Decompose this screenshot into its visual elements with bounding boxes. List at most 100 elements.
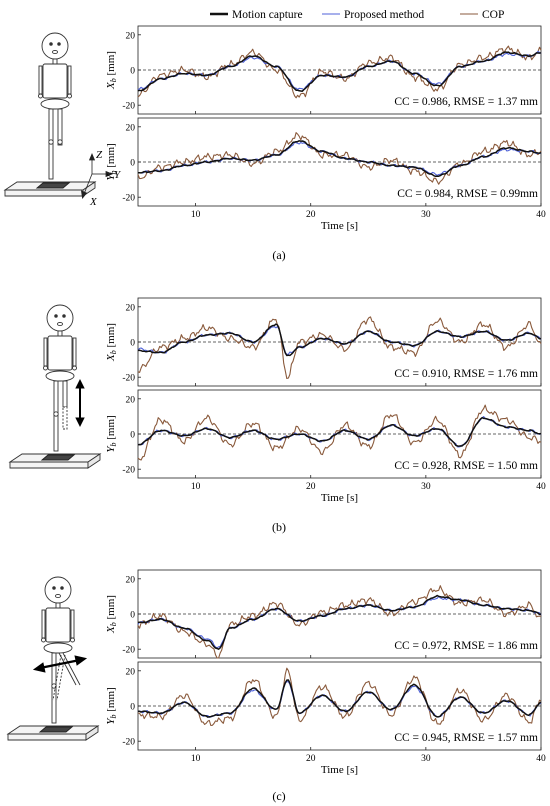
chart-c-yb: -20 0 20 10 20 30 40 Time [s] Yb [mm] CC = 0.945,… bbox=[105, 661, 546, 776]
y-tick-label: 0 bbox=[130, 611, 135, 621]
eye-icon bbox=[60, 586, 64, 590]
y-tick-label: -20 bbox=[122, 646, 135, 656]
y-axis-unit: [mm] bbox=[105, 51, 117, 78]
free-leg bbox=[58, 652, 77, 686]
axis-letter-y: Y bbox=[114, 169, 122, 181]
x-tick-label: 10 bbox=[191, 754, 201, 764]
y-tick-label: -20 bbox=[122, 738, 135, 748]
x-axis-icon bbox=[83, 173, 93, 195]
left-arm bbox=[38, 65, 43, 95]
hand-icon bbox=[38, 93, 43, 99]
hand-icon bbox=[67, 93, 72, 99]
x-tick-label: 20 bbox=[306, 210, 316, 220]
x-axis-label: Time [s] bbox=[321, 220, 358, 232]
arrow-head-icon bbox=[32, 662, 46, 673]
stick-figure-0 bbox=[3, 32, 97, 197]
base-plate-front bbox=[7, 733, 87, 741]
base-plate-side bbox=[85, 725, 99, 741]
free-leg-shadow bbox=[52, 654, 62, 701]
panel-labels: (a) (b) (c) bbox=[272, 248, 286, 803]
free-leg bbox=[62, 380, 68, 408]
x-tick-label: 10 bbox=[191, 210, 201, 220]
free-leg bbox=[57, 108, 63, 146]
y-axis-label: Xb [mm] bbox=[105, 51, 118, 90]
metric-text: CC = 0.910, RMSE = 1.76 mm bbox=[394, 368, 538, 380]
mouth-icon bbox=[57, 321, 63, 327]
y-tick-label: 0 bbox=[130, 67, 135, 77]
series-proposed-method bbox=[138, 141, 541, 176]
arrow-head-icon bbox=[75, 417, 85, 428]
series-motion-capture bbox=[137, 140, 542, 178]
foot-plate bbox=[35, 182, 71, 189]
torso bbox=[45, 607, 71, 643]
right-arm bbox=[67, 65, 72, 95]
axis-letter-z: Z bbox=[96, 149, 103, 161]
right-arm bbox=[72, 337, 77, 367]
y-axis-unit: [mm] bbox=[105, 595, 117, 622]
y-axis-unit: [mm] bbox=[105, 687, 117, 714]
y-axis-sub: b bbox=[109, 622, 118, 626]
legend-label-1: Proposed method bbox=[344, 9, 424, 21]
head-icon bbox=[46, 304, 74, 332]
y-axis-label: Xb [mm] bbox=[105, 323, 118, 362]
legend-label-2: COP bbox=[482, 9, 504, 21]
x-tick-label: 40 bbox=[536, 482, 546, 492]
y-tick-label: 20 bbox=[126, 575, 136, 585]
foot-plate bbox=[38, 726, 74, 733]
neck bbox=[57, 330, 63, 337]
series-cop bbox=[137, 667, 542, 727]
chart-c-xb: -20 0 20 Xb [mm] CC = 0.972, RMSE = 1.86 mm bbox=[105, 569, 542, 659]
knee-icon bbox=[53, 411, 59, 417]
legend-label-0: Motion capture bbox=[232, 9, 303, 21]
foot-plate bbox=[40, 454, 76, 461]
lateral-arrow-icon bbox=[39, 658, 81, 670]
chart-a-yb: -20 0 20 10 20 30 40 Time [s] Yb [mm] CC = 0.984,… bbox=[105, 117, 546, 232]
left-arm bbox=[43, 337, 48, 367]
eye-icon bbox=[49, 42, 53, 46]
diagrams: ZY X bbox=[3, 32, 122, 741]
chart-a-xb: -20 0 20 Xb [mm] CC = 0.986, RMSE = 1.37 mm bbox=[105, 25, 542, 115]
y-tick-label: 20 bbox=[126, 303, 136, 313]
y-tick-label: 0 bbox=[130, 703, 135, 713]
metric-text: CC = 0.928, RMSE = 1.50 mm bbox=[394, 460, 538, 472]
base-plate-front bbox=[9, 461, 89, 469]
neck bbox=[55, 602, 61, 609]
axis-letter-x: X bbox=[89, 196, 98, 208]
y-axis-unit: [mm] bbox=[105, 143, 117, 170]
x-tick-label: 30 bbox=[421, 482, 431, 492]
x-tick-label: 30 bbox=[421, 754, 431, 764]
x-axis-label: Time [s] bbox=[321, 492, 358, 504]
hand-icon bbox=[43, 365, 48, 371]
y-axis-sub: b bbox=[109, 171, 118, 175]
y-tick-label: 20 bbox=[126, 123, 136, 133]
series-cop bbox=[137, 585, 541, 659]
base-plate-front bbox=[4, 189, 84, 197]
y-tick-label: 0 bbox=[130, 431, 135, 441]
hand-icon bbox=[70, 637, 75, 643]
x-tick-label: 40 bbox=[536, 210, 546, 220]
legend: Motion capture Proposed method COP bbox=[210, 9, 504, 21]
torso bbox=[42, 63, 68, 99]
eye-icon bbox=[52, 586, 56, 590]
y-tick-label: 20 bbox=[126, 31, 136, 41]
x-tick-label: 10 bbox=[191, 482, 201, 492]
arrow-head-icon bbox=[75, 378, 85, 389]
hand-icon bbox=[41, 637, 46, 643]
metric-text: CC = 0.945, RMSE = 1.57 mm bbox=[394, 732, 538, 744]
series-motion-capture bbox=[138, 679, 542, 718]
arrow-head-icon bbox=[105, 170, 114, 178]
x-axis-label: Time [s] bbox=[321, 764, 358, 776]
right-arm bbox=[70, 609, 75, 639]
y-axis-letter: X bbox=[105, 625, 117, 634]
free-leg-shadow bbox=[62, 406, 68, 430]
x-tick-label: 40 bbox=[536, 754, 546, 764]
x-tick-label: 20 bbox=[306, 482, 316, 492]
metric-text: CC = 0.984, RMSE = 0.99mm bbox=[397, 188, 538, 200]
y-tick-label: -20 bbox=[122, 102, 135, 112]
y-axis-letter: X bbox=[105, 353, 117, 362]
eye-icon bbox=[54, 314, 58, 318]
series-cop bbox=[137, 316, 542, 380]
series-motion-capture bbox=[137, 594, 542, 650]
hand-icon bbox=[72, 365, 77, 371]
